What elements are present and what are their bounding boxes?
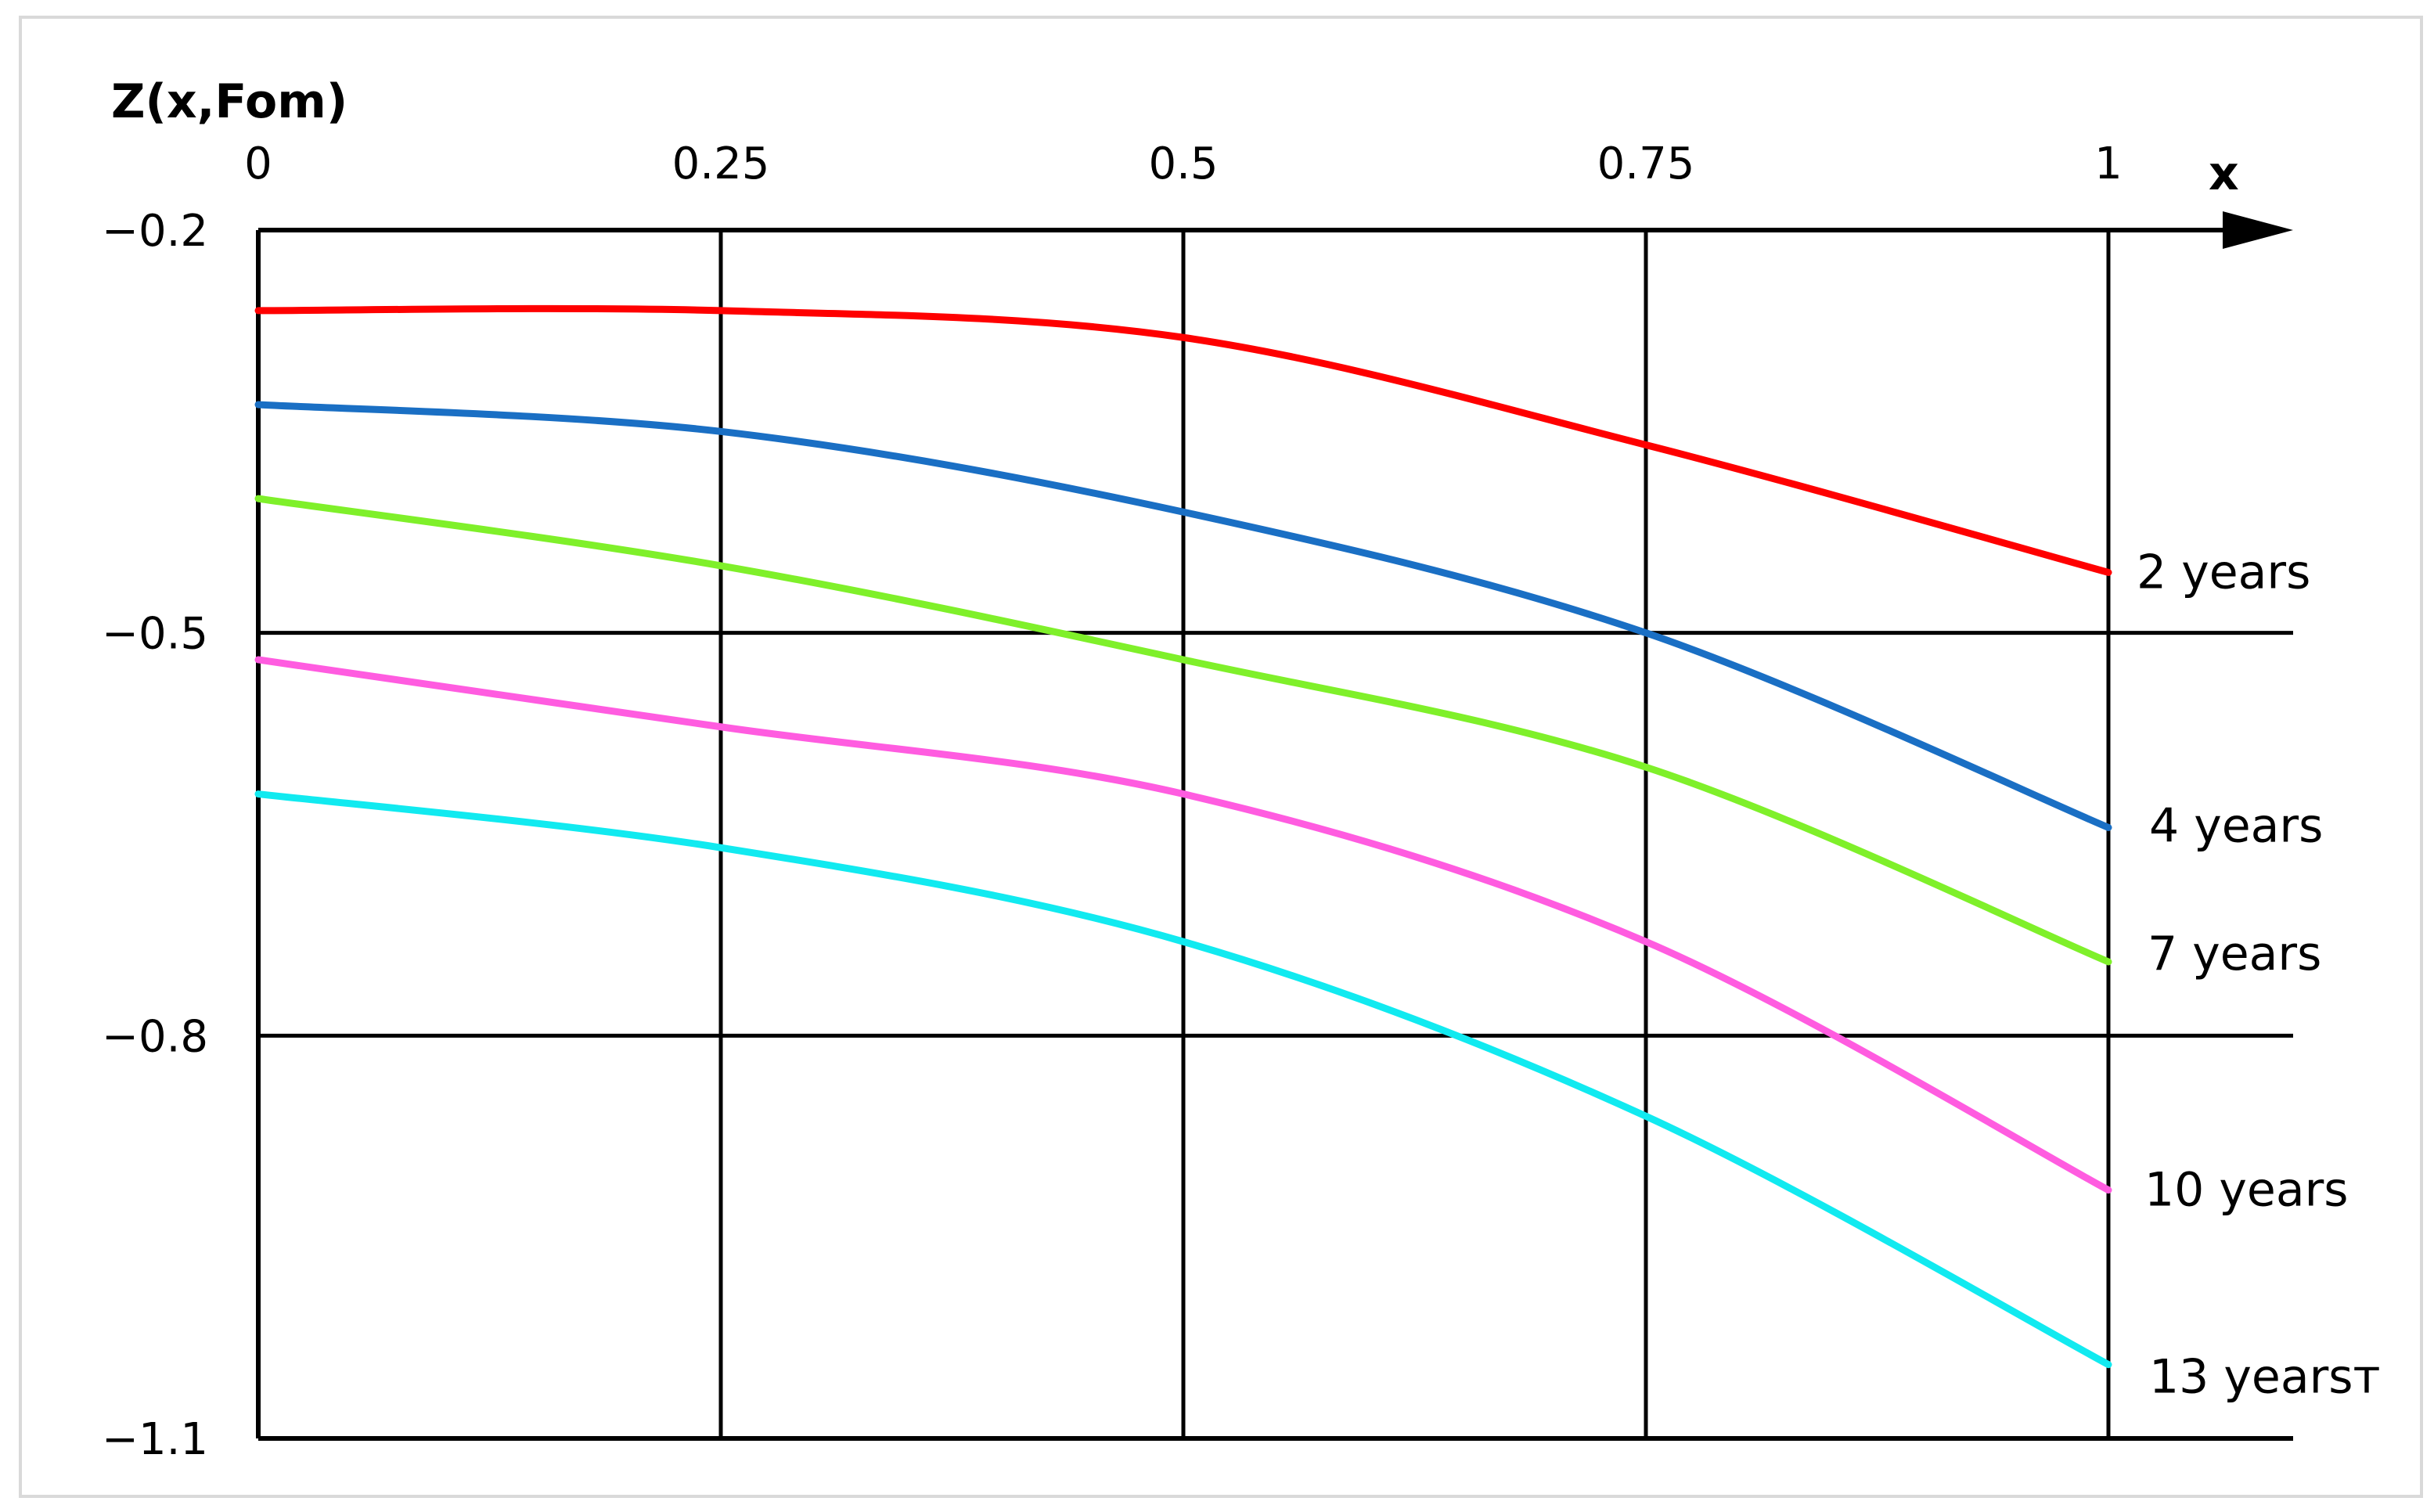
series-label: 2 years xyxy=(2137,545,2310,599)
y-axis-title: Z(x,Fom) xyxy=(111,74,347,129)
x-tick-label: 0 xyxy=(244,139,272,189)
series-label: 4 years xyxy=(2149,798,2323,853)
series-line xyxy=(254,304,2112,576)
series-line xyxy=(254,790,2112,1369)
series-line xyxy=(254,495,2112,966)
y-tick-label: −0.5 xyxy=(102,609,208,660)
x-axis-arrow xyxy=(2223,211,2293,249)
axes xyxy=(256,211,2293,1441)
x-tick-label: 0.5 xyxy=(1148,139,1218,189)
y-tick-label: −1.1 xyxy=(102,1414,208,1465)
chart-frame xyxy=(19,16,2423,1498)
y-tick-label: −0.8 xyxy=(102,1011,208,1062)
series-lines xyxy=(254,304,2112,1369)
series-line xyxy=(254,401,2112,831)
grid-lines xyxy=(258,230,2293,1438)
series-label: 7 years xyxy=(2148,927,2321,981)
series-line xyxy=(254,656,2112,1194)
labels: 0 0.25 0.5 0.75 1 −0.2 −0.5 −0.8 −1.1 2 years 4 ye… xyxy=(102,139,2380,1465)
x-axis-title: x xyxy=(2209,146,2239,201)
y-tick-label: −0.2 xyxy=(102,206,208,257)
x-tick-label: 0.25 xyxy=(672,139,770,189)
x-tick-label: 1 xyxy=(2094,139,2123,189)
x-tick-label: 0.75 xyxy=(1597,139,1695,189)
series-label: 13 yearsт xyxy=(2149,1350,2381,1405)
series-label: 10 years xyxy=(2144,1163,2349,1218)
